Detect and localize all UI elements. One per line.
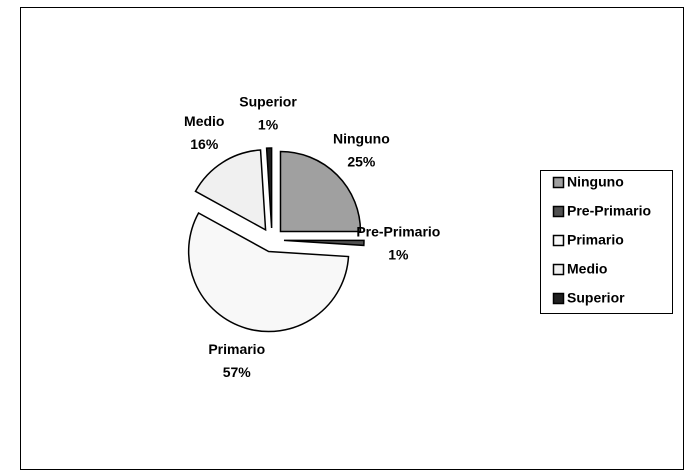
legend-swatch (552, 292, 565, 305)
legend-label: Primario (567, 232, 624, 248)
legend-swatch (552, 176, 565, 189)
legend-swatch (552, 234, 565, 247)
slice-label: Primario (208, 341, 265, 357)
pie-slice (187, 211, 350, 333)
legend-label: Medio (567, 261, 607, 277)
legend-swatch (552, 263, 565, 276)
pie-slice (283, 239, 365, 247)
slice-label: Ninguno (333, 130, 390, 146)
slice-label: Pre-Primario (356, 224, 440, 240)
legend-swatch (552, 205, 565, 218)
pie-slice (265, 147, 273, 229)
slice-value-label: 16% (190, 136, 219, 152)
slice-label: Superior (239, 93, 297, 109)
slice-label: Medio (184, 113, 224, 129)
pie-slice (279, 150, 362, 233)
slice-value-label: 25% (347, 153, 376, 169)
legend-label: Superior (567, 290, 625, 306)
slice-value-label: 1% (388, 247, 409, 263)
slice-value-label: 57% (223, 364, 252, 380)
legend-label: Pre-Primario (567, 203, 651, 219)
slice-value-label: 1% (258, 116, 279, 132)
pie-slice (194, 149, 267, 232)
legend-label: Ninguno (567, 174, 624, 190)
